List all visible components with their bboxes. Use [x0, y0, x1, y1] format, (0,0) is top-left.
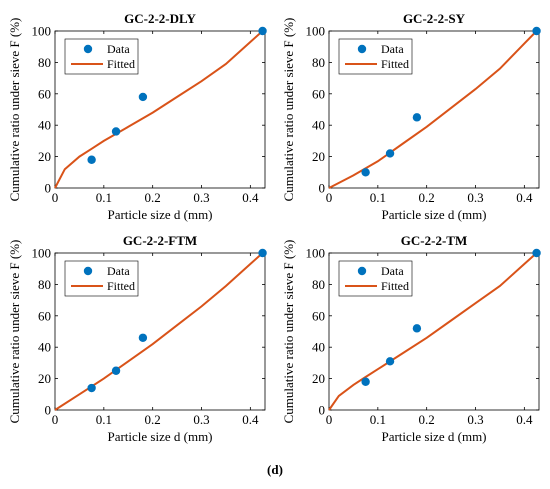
data-point — [258, 248, 267, 258]
x-tick-label: 0.3 — [467, 190, 483, 205]
data-point — [87, 155, 96, 164]
x-axis-label: Particle size d (mm) — [381, 207, 486, 222]
y-tick-label: 60 — [312, 86, 325, 101]
y-axis-label: Cumulative ratio under sieve F (%) — [281, 18, 296, 202]
y-tick-label: 40 — [312, 340, 325, 355]
y-tick-label: 20 — [38, 371, 51, 386]
legend-box — [338, 260, 413, 297]
x-tick-label: 0.3 — [193, 190, 209, 205]
x-tick-label: 0 — [52, 412, 59, 427]
data-point — [412, 113, 422, 122]
x-tick-label: 0.2 — [419, 412, 435, 427]
y-tick-label: 100 — [32, 246, 52, 261]
y-axis-label: Cumulative ratio under sieve F (%) — [281, 240, 296, 424]
x-tick-label: 0.1 — [370, 190, 386, 205]
x-tick-label: 0.4 — [516, 412, 533, 427]
x-tick-label: 0.2 — [145, 412, 161, 427]
data-point — [111, 366, 121, 375]
data-point — [385, 149, 395, 158]
y-tick-label: 0 — [45, 181, 52, 196]
y-tick-label: 60 — [38, 86, 51, 101]
data-point — [138, 333, 148, 342]
data-point — [532, 248, 541, 258]
y-tick-label: 40 — [38, 340, 51, 355]
legend-box — [64, 260, 139, 297]
legend-label-fitted: Fitted — [107, 57, 135, 71]
y-tick-label: 0 — [319, 403, 326, 418]
fitted-line — [54, 30, 264, 189]
chart-title: GC-2-2-TM — [401, 233, 467, 248]
y-tick-label: 100 — [306, 246, 326, 261]
y-tick-label: 60 — [38, 308, 51, 323]
x-tick-label: 0.1 — [370, 412, 386, 427]
x-axis-label: Particle size d (mm) — [381, 429, 486, 444]
figure-caption: (d) — [267, 462, 283, 477]
chart-panel-3: 0 0.1 0.2 0.3 0.4 0 20 40 60 80 100 GC-2-2-FTM Parti… — [7, 233, 267, 444]
data-point — [111, 127, 121, 136]
y-tick-label: 0 — [319, 181, 326, 196]
data-point — [385, 357, 395, 366]
x-tick-label: 0.2 — [419, 190, 435, 205]
y-axis-label: Cumulative ratio under sieve F (%) — [7, 240, 22, 424]
x-tick-label: 0.4 — [516, 190, 533, 205]
data-point — [138, 92, 148, 102]
legend-marker-data — [357, 266, 367, 276]
x-tick-label: 0 — [326, 412, 333, 427]
y-tick-label: 0 — [45, 403, 52, 418]
legend-box — [64, 38, 139, 75]
legend-label-fitted: Fitted — [107, 279, 135, 293]
y-tick-label: 80 — [38, 277, 51, 292]
fitted-line — [328, 252, 538, 411]
legend-label-fitted: Fitted — [381, 57, 409, 71]
legend-marker-data — [357, 44, 367, 54]
y-tick-label: 20 — [38, 149, 51, 164]
legend-label-data: Data — [107, 264, 130, 278]
x-tick-label: 0.2 — [145, 190, 161, 205]
y-tick-label: 80 — [312, 277, 325, 292]
data-point — [361, 377, 370, 386]
legend-marker-data — [83, 266, 93, 276]
x-tick-label: 0 — [52, 190, 59, 205]
chart-panel-4: 0 0.1 0.2 0.3 0.4 0 20 40 60 80 100 GC-2-2-TM Partic… — [281, 233, 541, 444]
y-tick-label: 60 — [312, 308, 325, 323]
y-tick-label: 100 — [306, 24, 326, 39]
chart-title: GC-2-2-FTM — [123, 233, 197, 248]
data-point — [412, 324, 422, 333]
x-tick-label: 0.1 — [96, 190, 112, 205]
data-point — [532, 26, 541, 36]
x-tick-label: 0.4 — [242, 412, 259, 427]
y-tick-label: 80 — [312, 55, 325, 70]
data-point — [258, 26, 267, 36]
x-tick-label: 0.3 — [467, 412, 483, 427]
y-tick-label: 40 — [312, 118, 325, 133]
y-tick-label: 40 — [38, 118, 51, 133]
y-tick-label: 100 — [32, 24, 52, 39]
chart-panels: 0 0.1 0.2 0.3 0.4 0 20 40 60 80 100 GC-2-2-DLY Parti… — [7, 11, 541, 444]
x-tick-label: 0.3 — [193, 412, 209, 427]
x-tick-label: 0.1 — [96, 412, 112, 427]
x-axis-label: Particle size d (mm) — [107, 207, 212, 222]
chart-panel-1: 0 0.1 0.2 0.3 0.4 0 20 40 60 80 100 GC-2-2-DLY Parti… — [7, 11, 267, 222]
legend-label-data: Data — [107, 42, 130, 56]
data-point — [87, 383, 96, 393]
y-tick-label: 80 — [38, 55, 51, 70]
legend-marker-data — [83, 44, 93, 54]
legend-label-data: Data — [381, 264, 404, 278]
x-tick-label: 0.4 — [242, 190, 259, 205]
chart-title: GC-2-2-DLY — [124, 11, 196, 26]
chart-panel-2: 0 0.1 0.2 0.3 0.4 0 20 40 60 80 100 GC-2-2-SY Partic… — [281, 11, 541, 222]
y-axis-label: Cumulative ratio under sieve F (%) — [7, 18, 22, 202]
legend-label-data: Data — [381, 42, 404, 56]
data-point — [361, 168, 370, 177]
x-axis-label: Particle size d (mm) — [107, 429, 212, 444]
y-tick-label: 20 — [312, 371, 325, 386]
legend-label-fitted: Fitted — [381, 279, 409, 293]
legend-box — [338, 38, 413, 75]
y-tick-label: 20 — [312, 149, 325, 164]
chart-title: GC-2-2-SY — [403, 11, 466, 26]
x-tick-label: 0 — [326, 190, 333, 205]
